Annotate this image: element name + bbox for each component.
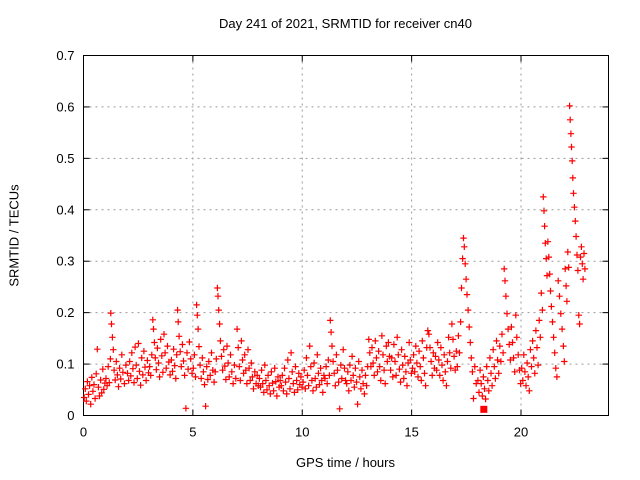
x-tick-label: 5	[189, 425, 196, 440]
plot-border	[83, 55, 609, 416]
y-axis-label: SRMTID / TECUs	[6, 184, 22, 287]
x-tick-label: 20	[514, 425, 528, 440]
x-tick-label: 10	[295, 425, 309, 440]
x-axis-label: GPS time / hours	[296, 455, 395, 470]
x-tick-label: 15	[404, 425, 418, 440]
y-tick-label: 0.7	[56, 48, 74, 63]
data-points	[81, 102, 589, 412]
special-point-marker	[480, 405, 488, 413]
x-tick-label: 0	[80, 425, 87, 440]
y-tick-label: 0.1	[56, 357, 74, 372]
chart-title: Day 241 of 2021, SRMTID for receiver cn4…	[219, 16, 472, 31]
y-tick-label: 0	[67, 408, 74, 423]
y-tick-label: 0.3	[56, 254, 74, 269]
y-tick-label: 0.5	[56, 151, 74, 166]
y-tick-label: 0.4	[56, 202, 74, 217]
y-tick-label: 0.2	[56, 305, 74, 320]
y-tick-label: 0.6	[56, 99, 74, 114]
